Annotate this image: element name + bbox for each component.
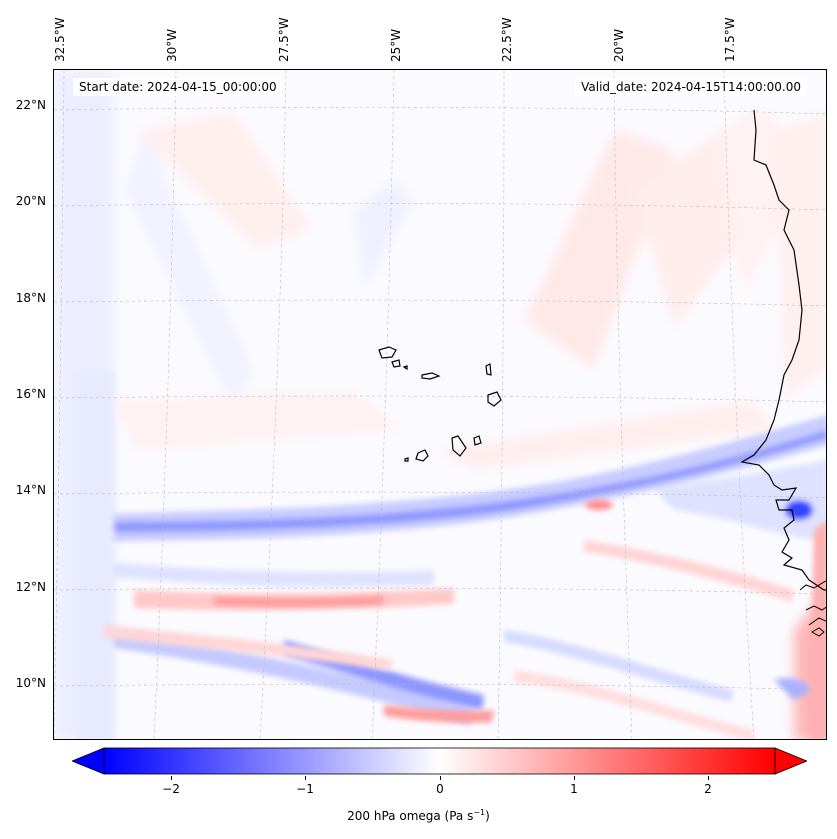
lon-label-20w: 20°W [612,28,626,62]
lon-label-32.5w: 32.5°W [53,17,67,62]
colorbar-tick [574,776,575,780]
colorbar-tick-label: −2 [162,782,180,796]
omega-colorbar [72,747,807,775]
lon-label-27.5w: 27.5°W [277,17,291,62]
colorbar-tick [440,776,441,780]
colorbar-tick-label: −1 [296,782,314,796]
lon-label-22.5w: 22.5°W [500,17,514,62]
africa-coastline [740,109,826,591]
colorbar-title: 200 hPa omega (Pa s−1) [347,808,490,823]
valid-date-label: Valid_date: 2024-04-15T14:00:00.00 [575,78,807,96]
start-date-label: Start date: 2024-04-15_00:00:00 [73,78,283,96]
lat-label-10n: 10°N [15,676,46,690]
omega-field-svg [54,70,826,739]
colorbar-tick-label: 0 [436,782,444,796]
map-gridlines [54,70,826,739]
colorbar-tick-label: 2 [704,782,712,796]
lat-label-20n: 20°N [15,194,46,208]
colorbar-tick [305,776,306,780]
lon-label-17.5w: 17.5°W [723,17,737,62]
lat-label-22n: 22°N [15,98,46,112]
colorbar-tick [708,776,709,780]
lat-label-14n: 14°N [15,483,46,497]
omega-positive-bands [104,500,826,739]
lon-label-25w: 25°W [389,28,403,62]
colorbar-max-extend [774,747,807,775]
lat-label-16n: 16°N [15,387,46,401]
omega-map [53,69,827,740]
omega-background-field [54,70,826,739]
cape-verde-islands [378,346,502,462]
lat-label-18n: 18°N [15,291,46,305]
bissagos-coastline [799,580,826,637]
lat-label-12n: 12°N [15,580,46,594]
colorbar-min-extend [72,747,105,775]
colorbar-gradient [103,747,776,775]
colorbar-tick [171,776,172,780]
colorbar-tick-label: 1 [570,782,578,796]
lon-label-30w: 30°W [165,28,179,62]
